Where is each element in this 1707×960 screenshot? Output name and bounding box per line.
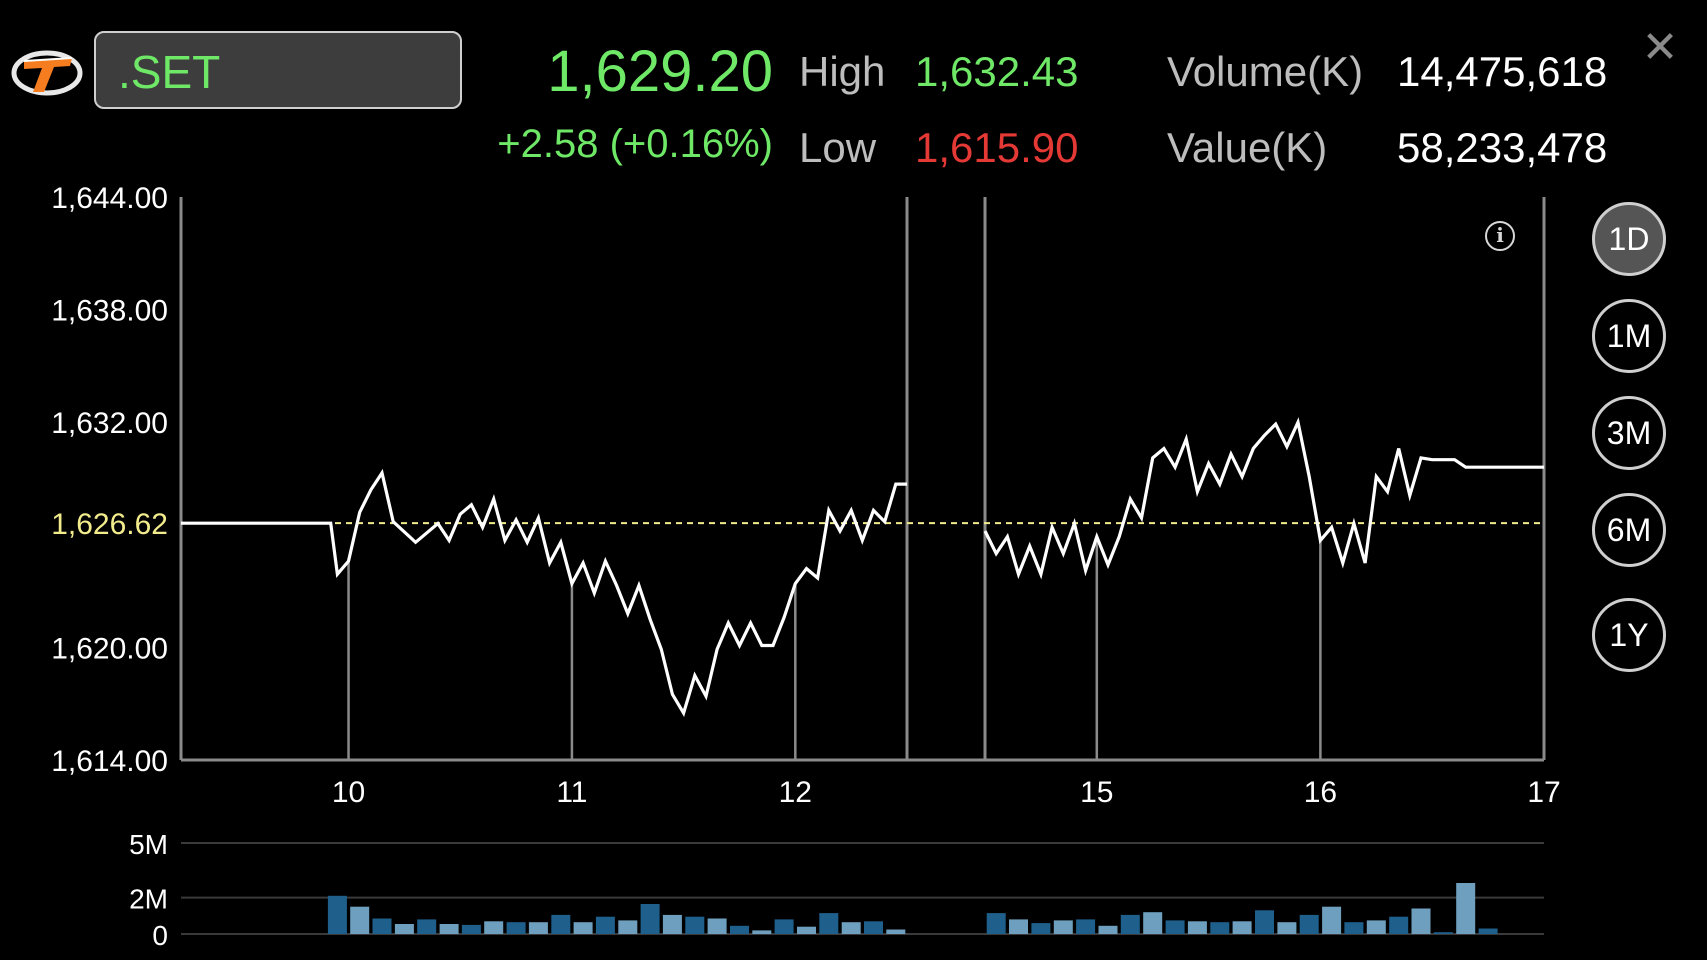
volume-bar (1053, 920, 1073, 934)
low-label: Low (799, 124, 877, 171)
close-icon[interactable]: ✕ (1641, 23, 1679, 72)
volume-bar (573, 922, 593, 934)
y-tick-label: 1,614.00 (51, 745, 168, 778)
volume-value: 14,475,618 (1397, 48, 1608, 95)
price-line-morning (181, 468, 907, 718)
volume-bar (528, 922, 548, 934)
period-button-1d[interactable]: 1D (1592, 202, 1666, 276)
volume-bar (685, 916, 705, 934)
volume-bar (1299, 914, 1319, 934)
broker-logo-icon (10, 44, 84, 100)
volume-bar (1031, 923, 1051, 934)
volume-tick-label: 5M (129, 829, 168, 860)
volume-bar (819, 913, 839, 934)
price-line-afternoon (983, 417, 1544, 580)
volume-bar (618, 920, 638, 934)
volume-bar (752, 930, 772, 934)
x-tick-label: 17 (1527, 776, 1560, 809)
volume-bar (484, 921, 504, 934)
symbol-text: .SET (118, 46, 221, 98)
value-value: 58,233,478 (1397, 124, 1608, 171)
volume-bar (864, 921, 883, 934)
chart-marks (181, 417, 1544, 718)
y-tick-label: 1,632.00 (51, 407, 168, 440)
volume-bar (886, 929, 906, 934)
period-button-6m[interactable]: 6M (1592, 493, 1666, 567)
chart-axes: 1,644.00 1,638.00 1,632.00 1,626.62 1,620.00… (51, 182, 1560, 809)
high-label: High (799, 48, 886, 95)
value-label: Value(K) (1167, 124, 1328, 171)
low-value: 1,615.90 (915, 124, 1079, 171)
volume-bar (327, 895, 347, 934)
volume-bar (372, 918, 392, 934)
y-tick-label: 1,626.62 (51, 508, 168, 541)
period-button-1m[interactable]: 1M (1592, 299, 1666, 373)
info-icon[interactable]: i (1485, 221, 1515, 251)
high-value: 1,632.43 (915, 48, 1079, 95)
period-button-3m[interactable]: 3M (1592, 396, 1666, 470)
y-tick-label: 1,620.00 (51, 632, 168, 665)
volume-bar (417, 919, 437, 934)
volume-bar (1456, 883, 1476, 934)
volume-label: Volume(K) (1167, 48, 1364, 95)
x-tick-label: 16 (1304, 776, 1337, 809)
volume-bar (595, 916, 615, 934)
volume-bar (707, 918, 727, 934)
volume-bar (350, 906, 370, 934)
volume-bar (1478, 928, 1498, 934)
volume-bar (1433, 932, 1453, 934)
volume-bar (1009, 919, 1028, 934)
intraday-chart: 1,644.00 1,638.00 1,632.00 1,626.62 1,620.00… (51, 182, 1560, 951)
volume-bar (986, 913, 1006, 934)
volume-tick-label: 2M (129, 884, 168, 915)
price-change: +2.58 (+0.16%) (497, 122, 773, 166)
volume-bar (662, 914, 682, 934)
volume-bar (1322, 906, 1342, 934)
volume-bar (1255, 910, 1274, 934)
volume-bar (797, 926, 816, 934)
y-tick-label: 1,644.00 (51, 182, 168, 215)
volume-bar (439, 924, 459, 934)
volume-bar (1389, 916, 1409, 934)
period-button-1y[interactable]: 1Y (1592, 598, 1666, 672)
volume-bar (1366, 920, 1386, 934)
x-tick-label: 10 (332, 776, 365, 809)
volume-tick-label: 0 (152, 920, 168, 951)
volume-marks: 5M 2M 0 (129, 829, 1544, 951)
volume-bar (461, 924, 481, 934)
volume-bar (1411, 908, 1431, 934)
volume-bar (1210, 922, 1230, 934)
volume-bar (1187, 921, 1207, 934)
volume-bar (1098, 925, 1118, 934)
volume-bar (774, 919, 794, 934)
volume-bar (1143, 912, 1163, 934)
volume-bar (730, 925, 749, 934)
x-tick-label: 11 (556, 776, 587, 809)
volume-bar (1344, 922, 1364, 934)
volume-bar (1165, 920, 1185, 934)
volume-bar (640, 904, 660, 934)
last-price: 1,629.20 (547, 39, 773, 104)
volume-bar (1076, 919, 1096, 934)
symbol-search-input[interactable]: .SET (94, 31, 462, 109)
volume-bar (551, 914, 571, 934)
x-tick-label: 15 (1080, 776, 1113, 809)
volume-bar (1277, 922, 1297, 934)
volume-bar (1120, 914, 1140, 934)
volume-bar (841, 922, 861, 934)
volume-bar (506, 922, 526, 934)
y-tick-label: 1,638.00 (51, 295, 168, 328)
x-tick-label: 12 (779, 776, 812, 809)
volume-bar (1232, 921, 1252, 934)
volume-bar (394, 924, 414, 934)
